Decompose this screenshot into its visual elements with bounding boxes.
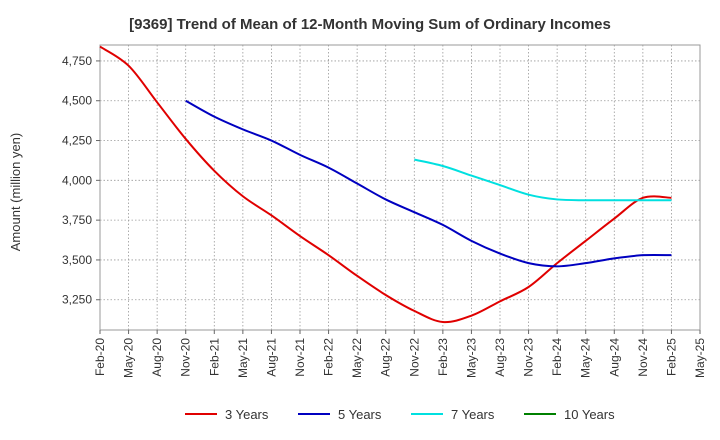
x-tick-label: Feb-20 bbox=[93, 338, 107, 376]
x-tick-label: Nov-22 bbox=[407, 338, 421, 377]
legend-label: 5 Years bbox=[338, 407, 382, 422]
y-tick-label: 3,750 bbox=[62, 213, 92, 227]
x-tick-label: May-21 bbox=[236, 338, 250, 378]
y-tick-label: 3,500 bbox=[62, 253, 92, 267]
legend-label: 3 Years bbox=[225, 407, 269, 422]
x-tick-label: Nov-24 bbox=[636, 338, 650, 377]
x-tick-label: Feb-21 bbox=[207, 338, 221, 376]
y-tick-label: 3,250 bbox=[62, 293, 92, 307]
x-tick-label: Feb-25 bbox=[664, 338, 678, 376]
x-tick-label: Nov-20 bbox=[179, 338, 193, 377]
x-tick-label: Nov-23 bbox=[522, 338, 536, 377]
x-tick-label: May-23 bbox=[464, 338, 478, 378]
x-tick-label: May-22 bbox=[350, 338, 364, 378]
series-line-5-years bbox=[185, 99, 672, 268]
plot-area bbox=[99, 44, 701, 331]
legend-label: 7 Years bbox=[451, 407, 495, 422]
x-tick-label: May-24 bbox=[579, 338, 593, 378]
y-axis-label: Amount (million yen) bbox=[8, 133, 23, 252]
y-tick-label: 4,000 bbox=[62, 173, 92, 187]
x-tick-label: Aug-21 bbox=[264, 338, 278, 377]
series-line-3-years bbox=[99, 45, 672, 324]
y-tick-label: 4,250 bbox=[62, 134, 92, 148]
x-tick-label: Feb-23 bbox=[436, 338, 450, 376]
legend-label: 10 Years bbox=[564, 407, 615, 422]
y-tick-label: 4,750 bbox=[62, 54, 92, 68]
x-tick-label: Feb-22 bbox=[322, 338, 336, 376]
x-axis-ticks: Feb-20 May-20 Aug-20 Nov-20 Feb-21 May-21 Aug-… bbox=[93, 330, 707, 378]
x-tick-label: May-20 bbox=[122, 338, 136, 378]
chart-title: [9369] Trend of Mean of 12-Month Moving … bbox=[129, 16, 611, 33]
y-axis-ticks: 3,250 3,500 3,750 4,000 4,250 4,500 4,750 bbox=[62, 54, 100, 307]
x-tick-label: Feb-24 bbox=[550, 338, 564, 376]
x-tick-label: Aug-20 bbox=[150, 338, 164, 377]
x-tick-label: Aug-22 bbox=[379, 338, 393, 377]
series-lines bbox=[99, 45, 672, 324]
series-line-7-years bbox=[414, 158, 672, 202]
x-tick-label: Aug-23 bbox=[493, 338, 507, 377]
legend: 3 Years 5 Years 7 Years 10 Years bbox=[185, 407, 615, 422]
x-tick-label: May-25 bbox=[693, 338, 707, 378]
x-tick-label: Nov-21 bbox=[293, 338, 307, 377]
y-tick-label: 4,500 bbox=[62, 94, 92, 108]
x-tick-label: Aug-24 bbox=[607, 338, 621, 377]
